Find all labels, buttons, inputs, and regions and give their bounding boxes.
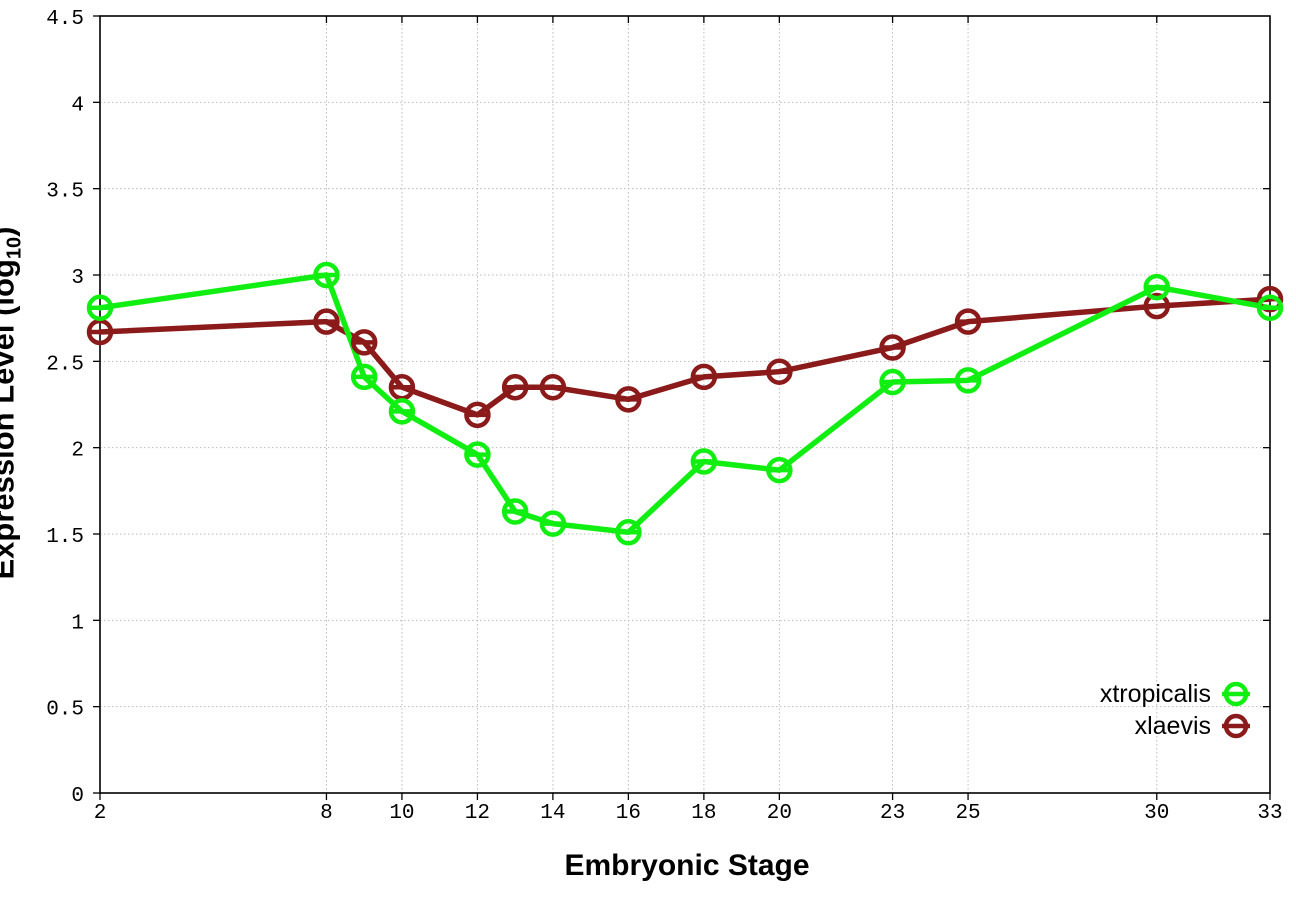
svg-text:8: 8 bbox=[320, 802, 333, 825]
svg-text:3: 3 bbox=[71, 267, 84, 290]
svg-text:25: 25 bbox=[955, 802, 980, 825]
svg-text:3.5: 3.5 bbox=[46, 181, 84, 204]
svg-text:1.5: 1.5 bbox=[46, 526, 84, 549]
svg-text:16: 16 bbox=[616, 802, 641, 825]
svg-text:1: 1 bbox=[71, 612, 84, 635]
svg-text:33: 33 bbox=[1257, 802, 1282, 825]
svg-text:14: 14 bbox=[540, 802, 565, 825]
svg-text:4: 4 bbox=[71, 94, 84, 117]
svg-text:10: 10 bbox=[389, 802, 414, 825]
svg-text:30: 30 bbox=[1144, 802, 1169, 825]
svg-text:2: 2 bbox=[71, 440, 84, 463]
svg-text:18: 18 bbox=[691, 802, 716, 825]
svg-text:2.5: 2.5 bbox=[46, 353, 84, 376]
svg-text:2: 2 bbox=[94, 802, 107, 825]
svg-text:0.5: 0.5 bbox=[46, 699, 84, 722]
svg-text:4.5: 4.5 bbox=[46, 8, 84, 31]
svg-text:23: 23 bbox=[880, 802, 905, 825]
svg-text:20: 20 bbox=[767, 802, 792, 825]
svg-text:12: 12 bbox=[465, 802, 490, 825]
svg-text:0: 0 bbox=[71, 785, 84, 808]
